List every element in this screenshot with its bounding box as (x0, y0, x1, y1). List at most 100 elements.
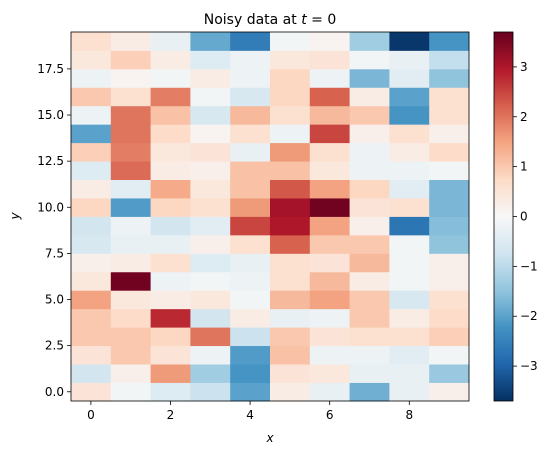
heatmap-cell (230, 271, 271, 291)
heatmap-cell (190, 161, 231, 180)
heatmap-cell (71, 124, 112, 144)
heatmap-cell (230, 253, 271, 273)
heatmap-cell (389, 68, 430, 88)
heatmap-cell (150, 50, 191, 70)
heatmap-cell (150, 308, 191, 328)
heatmap-cell (230, 216, 271, 236)
heatmap-cell (429, 253, 470, 273)
heatmap-cell (71, 234, 112, 254)
x-tick-label: 2 (167, 408, 175, 422)
heatmap-cell (429, 382, 470, 402)
heatmap-cell (150, 124, 191, 144)
heatmap-cell (349, 234, 390, 254)
heatmap-cell (150, 105, 191, 125)
heatmap-cell (230, 364, 271, 383)
heatmap-cell (349, 271, 390, 291)
heatmap-cell (190, 234, 231, 254)
heatmap-cell (110, 142, 151, 162)
heatmap-cell (71, 271, 112, 291)
heatmap-cell (230, 290, 271, 310)
heatmap-cell (230, 50, 271, 70)
heatmap-cell (71, 345, 112, 365)
heatmap-cell (110, 87, 151, 107)
heatmap-cell (429, 327, 470, 347)
heatmap-cell (71, 50, 112, 70)
heatmap-cell (190, 68, 231, 88)
y-tick-label: 5.0 (45, 293, 64, 307)
heatmap-cell (230, 32, 271, 51)
heatmap-cell (389, 271, 430, 291)
heatmap-cell (270, 290, 311, 310)
x-tick-label: 8 (405, 408, 413, 422)
heatmap-cell (429, 308, 470, 328)
chart-title: Noisy data at t = 0 (204, 12, 337, 28)
heatmap-cell (429, 198, 470, 217)
heatmap-cell (429, 234, 470, 254)
heatmap-cell (349, 68, 390, 88)
x-axis-label: x (265, 431, 274, 445)
heatmap-cell (230, 345, 271, 365)
heatmap-cell (270, 345, 311, 365)
heatmap-cell (71, 105, 112, 125)
heatmap-cell (71, 364, 112, 383)
heatmap-cell (389, 87, 430, 107)
heatmap-cell (429, 105, 470, 125)
x-tick-label: 0 (87, 408, 95, 422)
heatmap-cell (110, 327, 151, 347)
heatmap-cell (150, 345, 191, 365)
heatmap-cell (429, 124, 470, 144)
heatmap-cell (150, 234, 191, 254)
colorbar (493, 31, 514, 402)
heatmap-cell (349, 327, 390, 347)
heatmap-cell (349, 382, 390, 402)
heatmap-cell (309, 32, 350, 51)
heatmap-cell (270, 124, 311, 144)
heatmap-cell (349, 87, 390, 107)
heatmap-cell (230, 198, 271, 217)
heatmap-cell (190, 382, 231, 402)
y-tick-label: 7.5 (45, 246, 64, 260)
heatmap-cell (190, 308, 231, 328)
colorbar-axis: −3 −2 −1 0 1 2 3 (513, 60, 538, 373)
heatmap-cell (270, 179, 311, 199)
heatmap-cell (190, 87, 231, 107)
heatmap-cell (270, 271, 311, 291)
heatmap-cell (309, 382, 350, 402)
heatmap-cell (429, 364, 470, 383)
heatmap-cell (349, 142, 390, 162)
heatmap-cell (110, 253, 151, 273)
heatmap-cell (110, 50, 151, 70)
heatmap-cell (150, 327, 191, 347)
heatmap-cell (190, 198, 231, 217)
heatmap-cell (71, 87, 112, 107)
heatmap-cell (71, 253, 112, 273)
heatmap-cell (71, 179, 112, 199)
heatmap-cell (110, 198, 151, 217)
heatmap-cell (309, 198, 350, 217)
heatmap-cell (230, 161, 271, 180)
heatmap-cell (190, 253, 231, 273)
heatmap-cell (389, 50, 430, 70)
heatmap-cell (389, 290, 430, 310)
y-axis: 0.0 2.5 5.0 7.5 10.0 12.5 15.0 17.5 (37, 62, 71, 399)
heatmap-cell (230, 382, 271, 402)
heatmap-cell (389, 142, 430, 162)
heatmap-cell (230, 327, 271, 347)
heatmap-cell (349, 364, 390, 383)
heatmap-cell (190, 327, 231, 347)
heatmap-cell (270, 234, 311, 254)
heatmap-cell (71, 290, 112, 310)
heatmap-cell (349, 32, 390, 51)
heatmap-cell (230, 234, 271, 254)
heatmap-cell (429, 68, 470, 88)
heatmap-cell (190, 216, 231, 236)
heatmap-cell (71, 32, 112, 51)
heatmap-cell (270, 198, 311, 217)
heatmap-cell (150, 179, 191, 199)
colorbar-tick-label: 2 (520, 110, 528, 124)
plot-frame (70, 31, 470, 402)
heatmap-cell (309, 105, 350, 125)
heatmap-cell (309, 290, 350, 310)
heatmap-cell (429, 161, 470, 180)
heatmap-cell (270, 253, 311, 273)
